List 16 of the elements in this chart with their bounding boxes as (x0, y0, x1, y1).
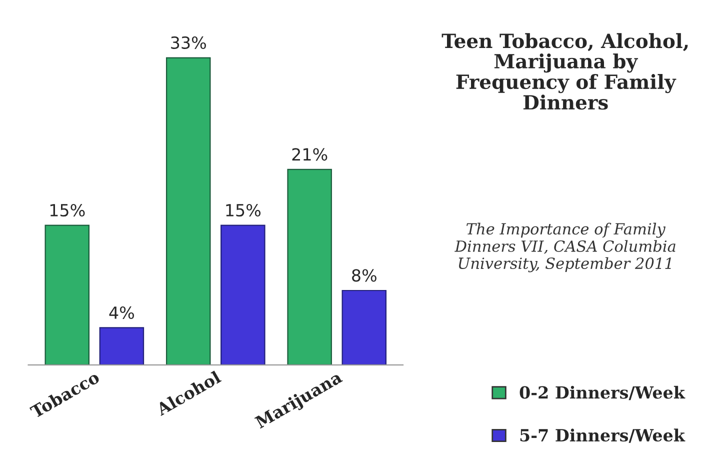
bar (220, 224, 266, 365)
bar (44, 224, 90, 365)
data-label: 15% (50, 204, 85, 217)
data-label: 21% (292, 148, 328, 161)
text: Teen Tobacco, Alcohol, Marijuana by Frequency of Family Dinners (442, 33, 688, 110)
bar (342, 290, 387, 365)
bar (166, 57, 211, 365)
data-label: 33% (171, 36, 206, 49)
bar (99, 327, 144, 365)
data-label: 4% (109, 306, 134, 319)
data-label: 15% (226, 204, 261, 217)
text: The Importance of Family Dinners VII, CASA Columbia University, September 2011 (454, 222, 676, 272)
bar (287, 168, 332, 365)
data-label: 8% (352, 269, 376, 282)
legend-label: 5-7 Dinners/Week (520, 428, 686, 443)
legend-label: 0-2 Dinners/Week (520, 386, 686, 400)
